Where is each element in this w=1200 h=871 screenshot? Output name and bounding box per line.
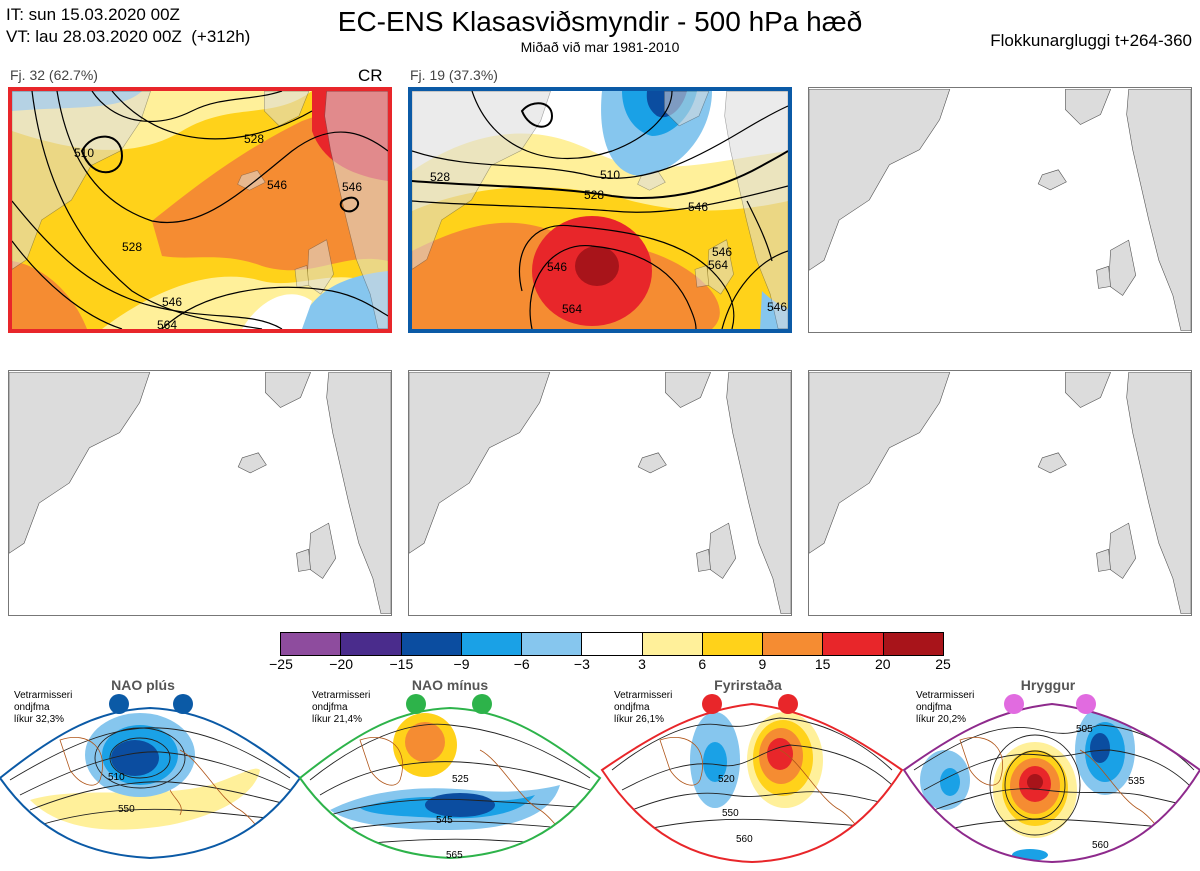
contour-label: 546 <box>688 200 708 214</box>
colorbar-segment <box>702 633 764 655</box>
contour-label: 565 <box>446 850 463 861</box>
cluster-map-2-svg: 546 510 528 528 546 546 564 564 546 <box>412 91 788 329</box>
cluster-map-6 <box>808 370 1192 616</box>
contour-label: 546 <box>547 260 567 274</box>
colorbar-tick-label: 25 <box>935 656 951 672</box>
colorbar-tick-label: 3 <box>638 656 646 672</box>
colorbar <box>280 632 944 656</box>
contour-label: 525 <box>452 774 469 785</box>
contour-label: 528 <box>584 188 604 202</box>
colorbar-segment <box>401 633 462 655</box>
contour-label: 546 <box>712 245 732 259</box>
colorbar-segment <box>461 633 523 655</box>
colorbar-segment <box>582 633 643 655</box>
colorbar-tick-label: 6 <box>698 656 707 672</box>
panel-1-tag: CR <box>358 66 383 85</box>
contour-label: 545 <box>436 815 453 826</box>
contour-label: 564 <box>708 258 728 272</box>
valid-time: VT: lau 28.03.2020 00Z (+312h) <box>6 27 251 46</box>
regime-4-name: Hryggur <box>1020 677 1076 693</box>
contour-label: 510 <box>74 146 94 160</box>
contour-label: 546 <box>767 300 787 314</box>
page-subtitle: Miðað við mar 1981-2010 <box>520 39 680 55</box>
panel-2-label: Fj. 19 (37.3%) <box>410 67 498 83</box>
colorbar-tick-label: −3 <box>573 656 590 672</box>
colorbar-segment <box>281 633 342 655</box>
contour-label: 528 <box>244 132 264 146</box>
colorbar-tick-label: 20 <box>875 656 891 672</box>
colorbar-tick-label: −20 <box>329 656 354 672</box>
contour-label: 564 <box>157 318 177 329</box>
colorbar-segment <box>522 633 583 655</box>
contour-label: 550 <box>118 804 135 815</box>
colorbar-segment <box>341 633 402 655</box>
page-title: EC-ENS Klasasviðsmyndir - 500 hPa hæð <box>337 6 863 37</box>
contour-label: 560 <box>1092 840 1109 851</box>
cluster-map-4 <box>8 370 392 616</box>
cluster-map-1: 510 528 546 546 528 546 564 <box>8 87 392 333</box>
regime-1-info: Vetrarmisseri ondjfma líkur 32,3% <box>14 690 73 725</box>
regime-4-info: Vetrarmisseri ondjfma líkur 20,2% <box>916 690 975 725</box>
contour-label: 505 <box>1076 724 1093 735</box>
cluster-map-3 <box>808 87 1192 333</box>
colorbar-tick-label: 15 <box>814 656 831 672</box>
regime-maps: 510 550 525 545 565 <box>0 694 1200 864</box>
regime-1-name: NAO plús <box>111 677 175 693</box>
cluster-map-2: 546 510 528 528 546 546 564 564 546 <box>408 87 792 333</box>
contour-label: 528 <box>122 240 142 254</box>
regime-2-info: Vetrarmisseri ondjfma líkur 21,4% <box>312 690 371 725</box>
contour-label: 546 <box>162 295 182 309</box>
contour-label: 510 <box>600 168 620 182</box>
contour-label: 528 <box>430 170 450 184</box>
contour-label: 535 <box>1128 776 1145 787</box>
contour-label: 546 <box>267 178 287 192</box>
contour-label: 560 <box>736 834 753 845</box>
panel-1-label: Fj. 32 (62.7%) <box>10 67 98 83</box>
colorbar-segment <box>823 633 884 655</box>
contour-label: 546 <box>342 180 362 194</box>
initial-time: IT: sun 15.03.2020 00Z <box>6 5 180 24</box>
colorbar-segment <box>883 633 943 655</box>
contour-label: 564 <box>562 302 582 316</box>
regime-3-name: Fyrirstaða <box>714 677 782 693</box>
regime-3-info: Vetrarmisseri ondjfma líkur 26,1% <box>614 690 673 725</box>
header-info: IT: sun 15.03.2020 00Z VT: lau 28.03.202… <box>6 4 250 48</box>
cluster-map-1-svg: 510 528 546 546 528 546 564 <box>12 91 388 329</box>
contour-label: 510 <box>108 772 125 783</box>
cluster-map-5 <box>408 370 792 616</box>
classification-window: Flokkunargluggi t+264-360 <box>990 31 1192 50</box>
colorbar-tick-label: −25 <box>269 656 293 672</box>
colorbar-tick-label: 9 <box>758 656 767 672</box>
colorbar-segment <box>763 633 824 655</box>
contour-label: 550 <box>722 808 739 819</box>
colorbar-segment <box>642 633 703 655</box>
colorbar-tick-label: −6 <box>513 656 530 672</box>
colorbar-tick-label: −15 <box>389 656 414 672</box>
contour-label: 520 <box>718 774 735 785</box>
colorbar-tick-label: −9 <box>453 656 470 672</box>
regime-2-name: NAO mínus <box>411 677 489 693</box>
